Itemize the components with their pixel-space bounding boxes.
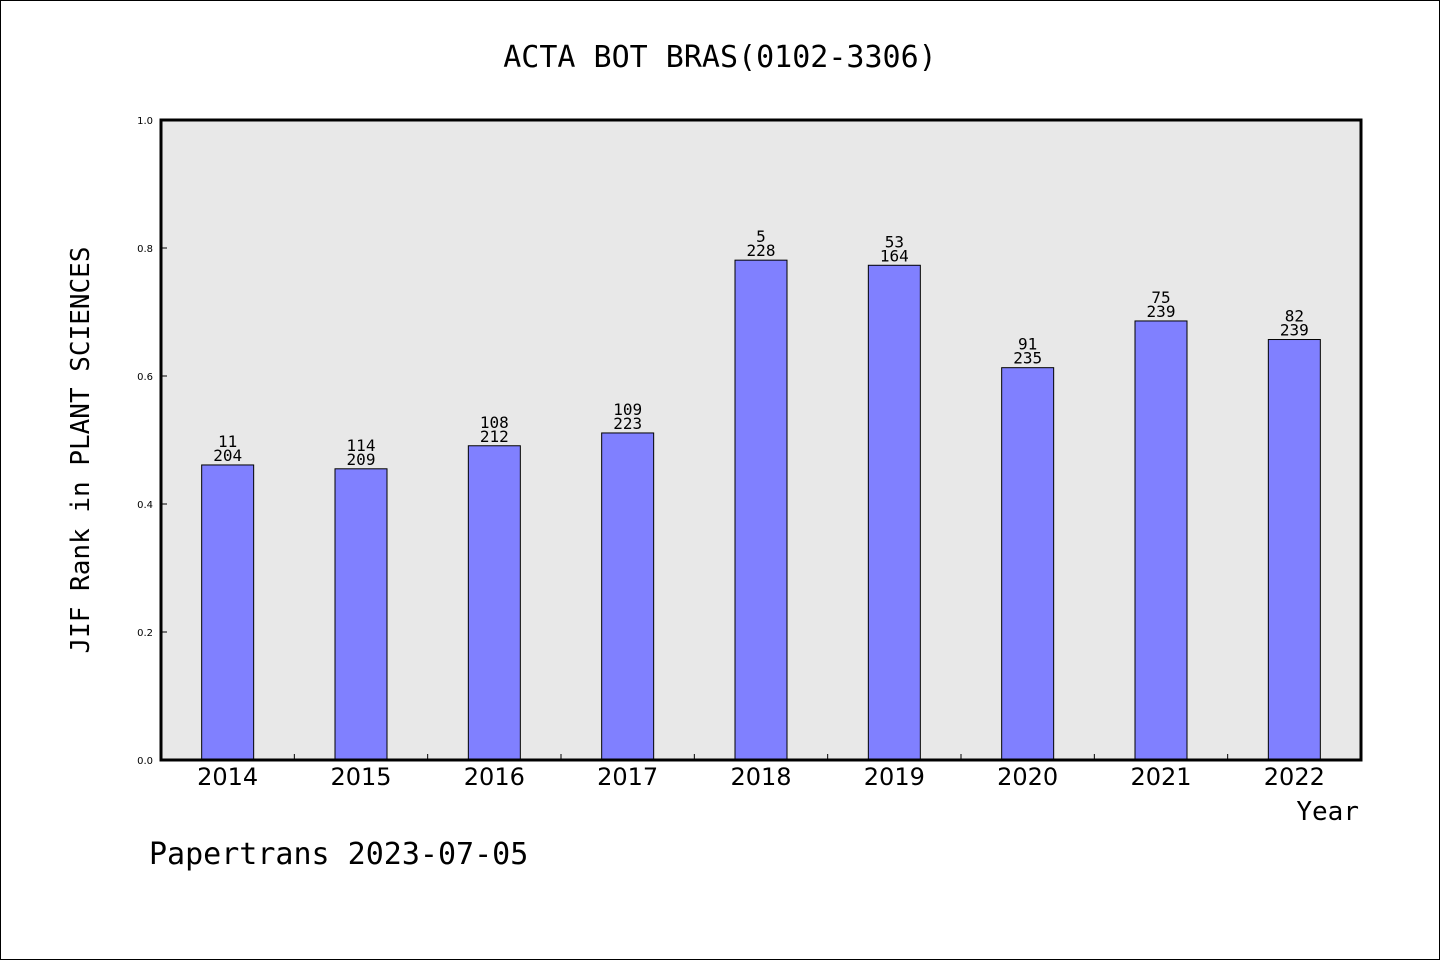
bar-series — [201, 259, 1321, 761]
total-label: 204 — [213, 446, 242, 465]
chart-title: ACTA BOT BRAS(0102-3306) — [503, 40, 936, 75]
bar-2022 — [1267, 339, 1321, 761]
rank-label: 53 — [885, 232, 904, 251]
rank-label: 109 — [613, 400, 642, 419]
x-axis-label: Year — [1296, 797, 1359, 827]
x-axis: 2014 2015 2016 2017 2018 2019 2020 2021 2022 — [197, 754, 1325, 791]
total-label: 164 — [880, 246, 909, 265]
rank-label: 91 — [1018, 335, 1037, 354]
total-label: 235 — [1013, 349, 1042, 368]
rank-label: 5 — [756, 227, 766, 246]
y-tick-label: 0.0 — [137, 756, 153, 767]
y-tick-label: 0.8 — [137, 244, 153, 255]
x-tick-label: 2016 — [464, 763, 525, 791]
x-tick-label: 2019 — [864, 763, 925, 791]
y-axis-label: JIF Rank in PLANT SCIENCES — [66, 247, 96, 654]
rank-label: 75 — [1151, 288, 1170, 307]
total-label: 212 — [480, 427, 509, 446]
x-tick-label: 2014 — [197, 763, 258, 791]
total-label: 209 — [347, 450, 376, 469]
x-tick-label: 2022 — [1264, 763, 1325, 791]
rank-label: 108 — [480, 413, 509, 432]
bar-2017 — [601, 432, 655, 761]
bar-2019 — [867, 264, 921, 761]
x-tick-label: 2015 — [330, 763, 391, 791]
total-label: 223 — [613, 414, 642, 433]
bar-2020 — [1001, 367, 1055, 761]
total-label: 228 — [747, 241, 776, 260]
bar-2015 — [334, 468, 388, 761]
bar-2016 — [467, 445, 521, 761]
bar-2021 — [1134, 320, 1188, 761]
rank-label: 114 — [347, 436, 376, 455]
total-label: 239 — [1147, 302, 1176, 321]
rank-label: 82 — [1285, 307, 1304, 326]
x-tick-label: 2021 — [1130, 763, 1191, 791]
footer-credit: Papertrans 2023-07-05 — [149, 837, 528, 872]
bar-2014 — [201, 464, 255, 761]
y-tick-label: 0.2 — [137, 628, 153, 639]
x-tick-label: 2020 — [997, 763, 1058, 791]
y-tick-label: 0.4 — [137, 500, 153, 511]
bar-2018 — [734, 259, 788, 761]
x-tick-label: 2018 — [730, 763, 791, 791]
x-tick-label: 2017 — [597, 763, 658, 791]
total-label: 239 — [1280, 321, 1309, 340]
y-tick-label: 0.6 — [137, 372, 153, 383]
plot-border — [159, 118, 1363, 762]
y-tick-label: 1.0 — [137, 116, 153, 127]
rank-label: 11 — [218, 432, 237, 451]
